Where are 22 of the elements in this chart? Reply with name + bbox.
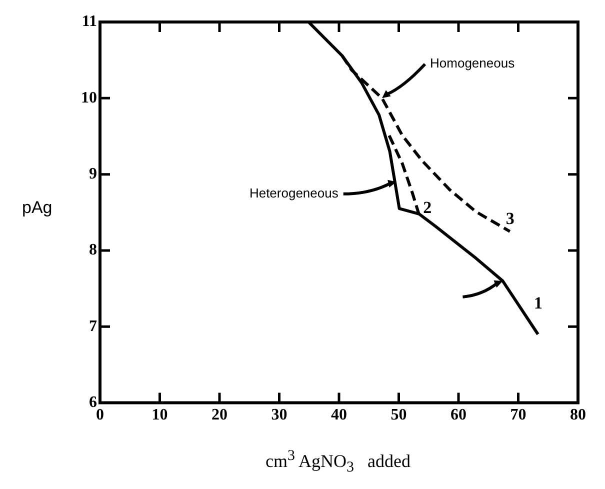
x-tick-label: 60 (450, 406, 466, 424)
y-tick-label: 9 (89, 165, 97, 182)
annotation: Heterogeneous (249, 186, 339, 201)
x-tick-label: 30 (271, 406, 288, 424)
y-tick-label: 8 (89, 242, 97, 259)
x-tick-label: 50 (390, 406, 407, 424)
y-axis-title: pAg (22, 198, 52, 218)
x-tick-label: 70 (510, 406, 526, 424)
x-tick-label: 0 (96, 406, 104, 424)
annotation: Homogeneous (430, 56, 516, 71)
x-axis-title: cm$^{3}$ AgNO$_{3}$ added (264, 448, 412, 477)
y-tick-label: 11 (82, 13, 97, 30)
x-tick-label: 20 (212, 406, 228, 424)
annotation: 3 (506, 208, 514, 228)
y-tick-label: 10 (81, 89, 97, 106)
y-tick-label: 7 (89, 318, 97, 335)
y-tick-label: 6 (89, 394, 97, 411)
annotation: 1 (534, 294, 542, 313)
annotation: 2 (423, 198, 432, 218)
x-tick-label: 80 (570, 406, 586, 424)
x-tick-label: 10 (152, 406, 168, 424)
x-tick-label: 40 (331, 406, 347, 424)
